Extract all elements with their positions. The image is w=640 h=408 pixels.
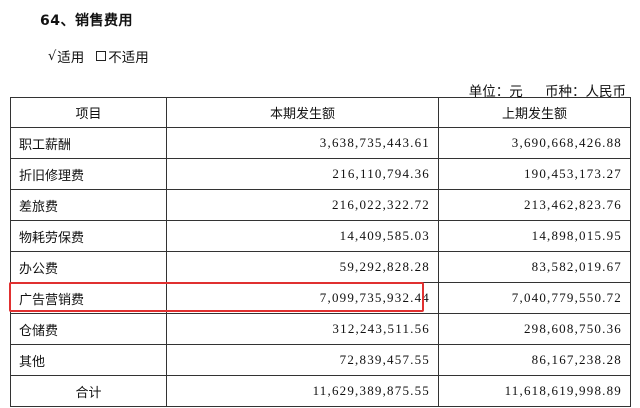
row-current: 216,110,794.36 [166, 158, 439, 190]
row-item: 仓储费 [10, 313, 167, 345]
applicable-label: 适用 [57, 50, 85, 66]
row-previous: 298,608,750.36 [438, 313, 631, 345]
section-heading: 64、销售费用 [40, 13, 133, 29]
row-item: 广告营销费 [10, 282, 167, 314]
table-row: 办公费 59,292,828.28 83,582,019.67 [10, 251, 631, 283]
not-applicable-label: 不适用 [108, 50, 149, 66]
unit-currency-line: 单位：元 币种：人民币 [451, 80, 626, 100]
sales-expense-table: 项目 本期发生额 上期发生额 职工薪酬 3,638,735,443.61 3,6… [10, 97, 631, 407]
row-previous: 14,898,015.95 [438, 220, 631, 252]
table-total-row: 合计 11,629,389,875.55 11,618,619,998.89 [10, 375, 631, 407]
table-row-advertising: 广告营销费 7,099,735,932.44 7,040,779,550.72 [10, 282, 631, 314]
row-current: 7,099,735,932.44 [166, 282, 439, 314]
table-row: 物耗劳保费 14,409,585.03 14,898,015.95 [10, 220, 631, 252]
row-previous: 190,453,173.27 [438, 158, 631, 190]
row-item: 物耗劳保费 [10, 220, 167, 252]
header-current-period: 本期发生额 [166, 97, 439, 128]
row-item: 职工薪酬 [10, 127, 167, 159]
row-previous: 83,582,019.67 [438, 251, 631, 283]
table-row: 仓储费 312,243,511.56 298,608,750.36 [10, 313, 631, 345]
total-previous: 11,618,619,998.89 [438, 375, 631, 407]
total-label: 合计 [10, 375, 167, 407]
table-row: 折旧修理费 216,110,794.36 190,453,173.27 [10, 158, 631, 190]
empty-checkbox-icon [96, 51, 107, 61]
row-previous: 86,167,238.28 [438, 344, 631, 376]
row-item: 折旧修理费 [10, 158, 167, 190]
row-item: 差旅费 [10, 189, 167, 221]
table-row: 其他 72,839,457.55 86,167,238.28 [10, 344, 631, 376]
table-header-row: 项目 本期发生额 上期发生额 [10, 97, 631, 128]
applicability-line: √ 适用 不适用 [48, 46, 149, 67]
table-row: 差旅费 216,022,322.72 213,462,823.76 [10, 189, 631, 221]
row-current: 312,243,511.56 [166, 313, 439, 345]
currency-label: 币种：人民币 [545, 84, 626, 100]
row-current: 3,638,735,443.61 [166, 127, 439, 159]
row-previous: 213,462,823.76 [438, 189, 631, 221]
unit-label: 单位：元 [468, 84, 523, 100]
check-mark-icon: √ [48, 48, 57, 64]
row-previous: 3,690,668,426.88 [438, 127, 631, 159]
row-previous: 7,040,779,550.72 [438, 282, 631, 314]
row-current: 14,409,585.03 [166, 220, 439, 252]
row-current: 59,292,828.28 [166, 251, 439, 283]
header-previous-period: 上期发生额 [438, 97, 631, 128]
row-current: 72,839,457.55 [166, 344, 439, 376]
row-item: 办公费 [10, 251, 167, 283]
header-item: 项目 [10, 97, 167, 128]
row-item: 其他 [10, 344, 167, 376]
table-row: 职工薪酬 3,638,735,443.61 3,690,668,426.88 [10, 127, 631, 159]
row-current: 216,022,322.72 [166, 189, 439, 221]
total-current: 11,629,389,875.55 [166, 375, 439, 407]
